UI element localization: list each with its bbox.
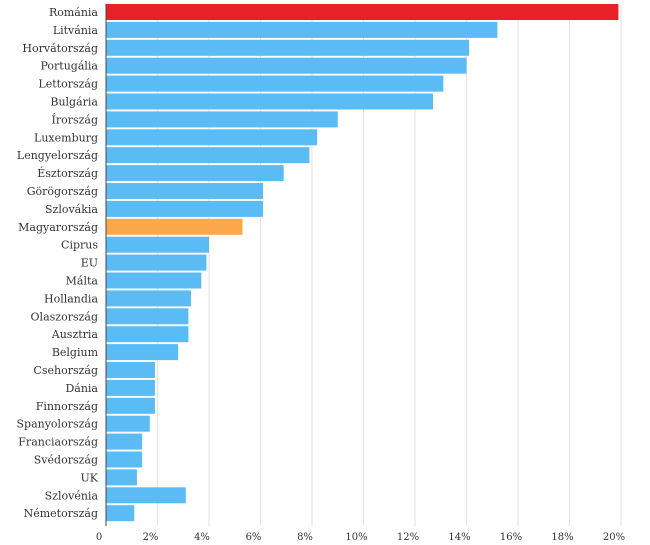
- bar: [106, 236, 209, 253]
- bar: [106, 451, 143, 468]
- bar: [106, 129, 318, 146]
- bar: [106, 272, 202, 289]
- bar: [106, 505, 135, 522]
- category-label: Ausztria: [51, 328, 99, 341]
- category-label: Finnország: [36, 400, 98, 413]
- x-tick-label: 8%: [297, 532, 313, 543]
- category-label: Luxemburg: [34, 131, 98, 144]
- bar: [106, 415, 150, 432]
- category-label: Hollandia: [44, 292, 98, 305]
- category-label: EU: [81, 257, 98, 270]
- bar: [106, 147, 310, 164]
- bar: [106, 397, 155, 414]
- bar: [106, 21, 498, 38]
- bar: [106, 469, 137, 486]
- bar: [106, 183, 264, 199]
- x-tick-label: 2%: [143, 532, 159, 543]
- x-tick-label: 20%: [603, 532, 625, 543]
- bar: [106, 290, 191, 307]
- bar: [106, 93, 434, 110]
- x-axis-ticks: 0 2% 4% 6% 8% 10% 12% 14% 16% 18% 20%: [96, 532, 625, 543]
- bar: [106, 308, 189, 325]
- x-tick-label: 12%: [397, 532, 419, 543]
- category-label: Portugália: [40, 60, 98, 73]
- category-label: Szlovénia: [45, 489, 99, 502]
- category-label: Dánia: [65, 382, 98, 395]
- x-tick-label: 10%: [345, 532, 367, 543]
- bar: [106, 433, 143, 450]
- bar: [106, 254, 207, 271]
- bar: [106, 218, 243, 235]
- x-tick-label: 16%: [500, 532, 522, 543]
- category-label: Belgium: [52, 346, 99, 359]
- bar: [106, 39, 470, 56]
- bar: [106, 4, 619, 20]
- x-tick-label: 0: [96, 532, 102, 543]
- category-label: Lengyelország: [17, 149, 98, 162]
- bar: [106, 344, 179, 361]
- bar: [106, 379, 155, 396]
- category-label: Románia: [49, 6, 98, 19]
- category-labels: Románia Litvánia Horvátország Portugália Let…: [17, 6, 99, 520]
- bar: [106, 326, 189, 343]
- category-label: Svédország: [34, 454, 98, 467]
- category-label: Lettország: [38, 78, 98, 91]
- category-label: Horvátország: [22, 42, 98, 55]
- bar: [106, 362, 155, 378]
- category-label: Szlovákia: [45, 203, 98, 216]
- category-label: UK: [81, 471, 99, 484]
- bar: [106, 200, 264, 217]
- category-label: Írország: [51, 112, 98, 126]
- category-label: Franciaország: [18, 436, 98, 449]
- bar: [106, 75, 444, 92]
- category-label: Ciprus: [61, 239, 98, 252]
- category-label: Csehország: [33, 364, 98, 377]
- x-tick-label: 18%: [551, 532, 573, 543]
- category-label: Spanyolország: [17, 418, 99, 431]
- category-label: Németország: [24, 507, 98, 520]
- x-tick-label: 4%: [194, 532, 210, 543]
- category-label: Bulgária: [50, 96, 98, 109]
- category-label: Görögország: [27, 185, 98, 198]
- x-tick-label: 14%: [448, 532, 470, 543]
- category-label: Málta: [66, 275, 99, 288]
- category-label: Magyarország: [18, 221, 98, 234]
- bar: [106, 57, 467, 74]
- x-tick-label: 6%: [246, 532, 262, 543]
- category-label: Észtország: [37, 166, 98, 180]
- category-label: Olaszország: [31, 310, 98, 323]
- bars: [106, 4, 619, 522]
- bar: [106, 111, 338, 128]
- bar: [106, 487, 186, 504]
- category-label: Litvánia: [53, 24, 99, 37]
- bar: [106, 165, 284, 182]
